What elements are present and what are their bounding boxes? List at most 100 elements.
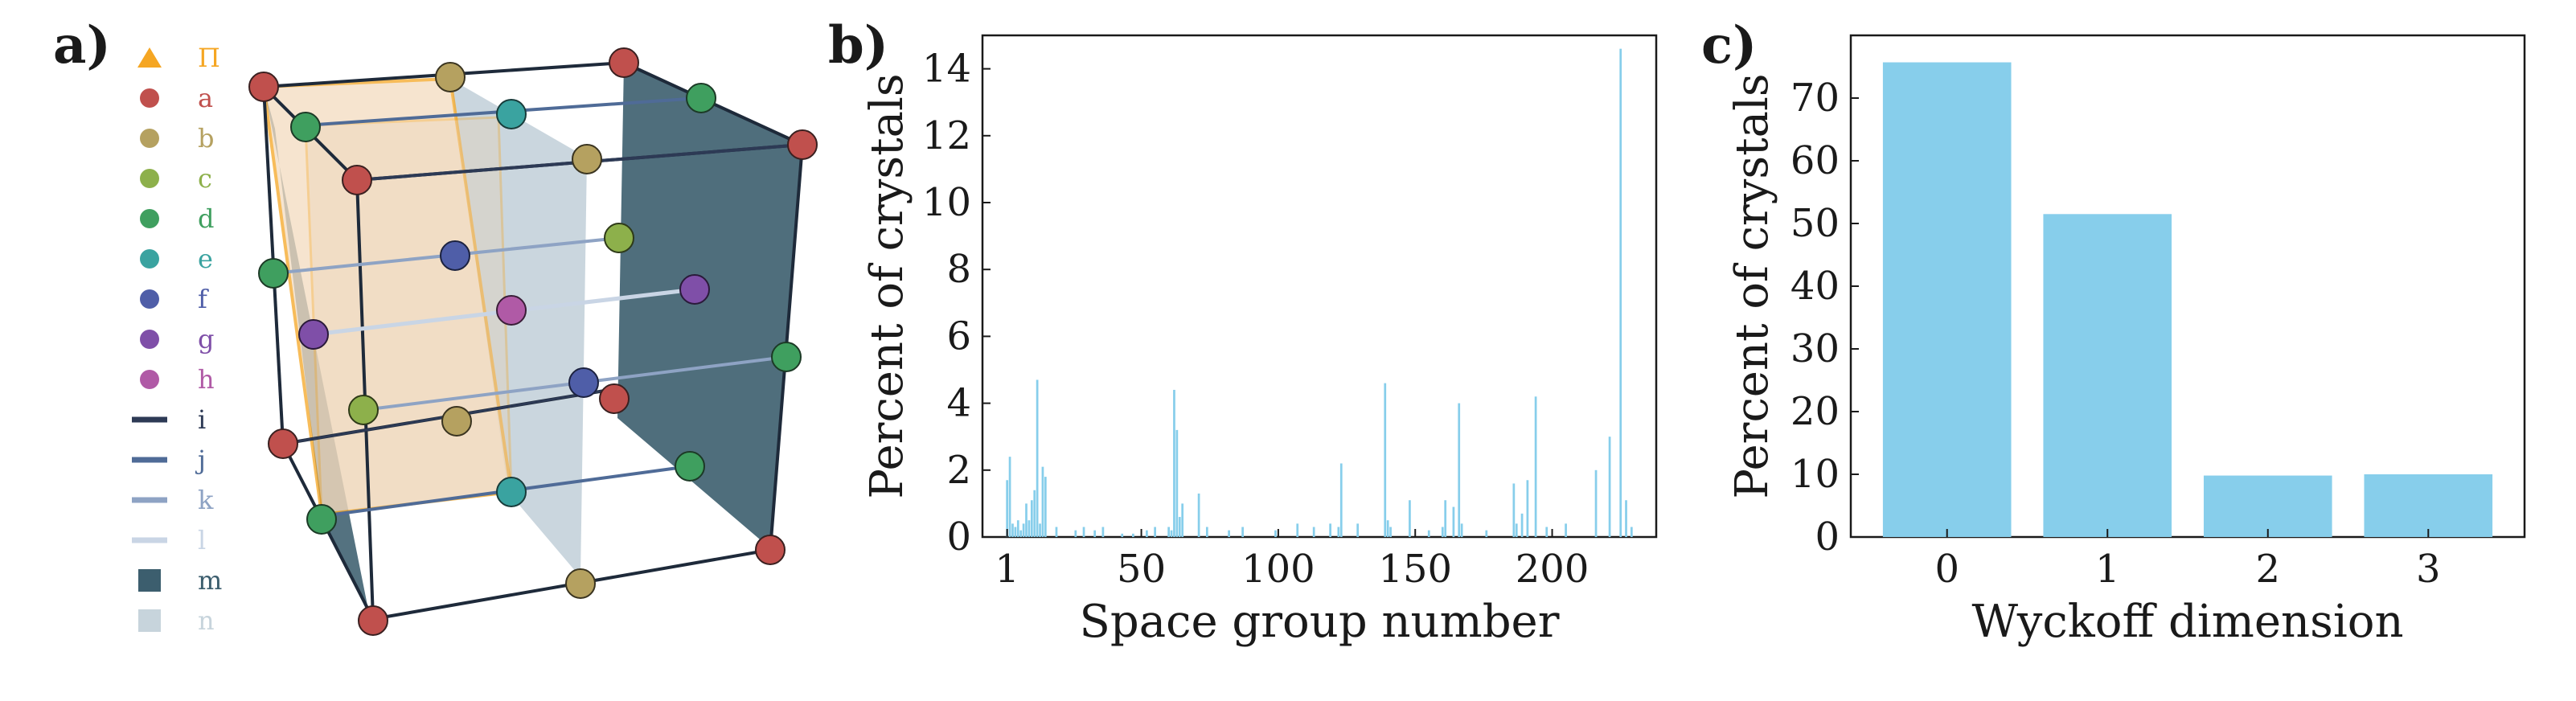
atom-a bbox=[268, 428, 298, 459]
y-tick-label: 8 bbox=[946, 247, 971, 292]
plane-n bbox=[450, 79, 587, 577]
atom-a bbox=[787, 129, 818, 160]
circle-icon bbox=[140, 88, 159, 108]
legend-item-1: a bbox=[140, 83, 213, 113]
bars bbox=[1006, 48, 1633, 537]
y-tick-label: 50 bbox=[1790, 201, 1840, 246]
circle-icon bbox=[140, 330, 159, 349]
bar-sg-47 bbox=[1131, 533, 1134, 537]
atom-g bbox=[298, 319, 329, 350]
y-tick-label: 60 bbox=[1790, 138, 1840, 183]
bar-sg-36 bbox=[1101, 527, 1105, 537]
panel-label-b: b) bbox=[828, 15, 888, 76]
bar-sg-52 bbox=[1146, 530, 1148, 537]
bar-sg-63 bbox=[1175, 429, 1179, 537]
legend-label: Π bbox=[198, 43, 220, 73]
x-tick-label: 100 bbox=[1241, 547, 1315, 592]
atom-g bbox=[679, 274, 710, 305]
bar-sg-229 bbox=[1630, 527, 1633, 537]
bar-sg-99 bbox=[1274, 530, 1277, 537]
bar-sg-148 bbox=[1409, 500, 1411, 537]
bar-sg-2 bbox=[1008, 457, 1011, 537]
bar-sg-205 bbox=[1565, 523, 1567, 537]
legend-item-6: f bbox=[140, 284, 209, 314]
atom-a bbox=[358, 605, 388, 636]
x-tick-label: 200 bbox=[1516, 547, 1589, 592]
atom-d bbox=[290, 112, 321, 142]
atom-a bbox=[755, 535, 786, 565]
bar-sg-14 bbox=[1041, 466, 1044, 537]
bar-sg-29 bbox=[1082, 527, 1085, 537]
bar-sg-71 bbox=[1197, 493, 1200, 537]
atom-e bbox=[496, 477, 527, 507]
legend-label: e bbox=[198, 244, 213, 274]
legend-label: c bbox=[198, 163, 212, 194]
square-icon bbox=[138, 609, 161, 632]
y-tick-label: 30 bbox=[1790, 326, 1840, 371]
circle-icon bbox=[140, 289, 159, 309]
bar-sg-119 bbox=[1329, 523, 1331, 537]
bar-sg-176 bbox=[1485, 530, 1488, 537]
bar-sg-19 bbox=[1055, 527, 1058, 537]
bar-sg-221 bbox=[1608, 437, 1611, 537]
legend-item-3: c bbox=[140, 163, 212, 194]
y-tick-label: 70 bbox=[1790, 76, 1840, 121]
bar-wyckoff-3 bbox=[2364, 474, 2493, 537]
bar-sg-64 bbox=[1178, 517, 1181, 537]
bar-sg-141 bbox=[1389, 527, 1392, 537]
bar-sg-216 bbox=[1594, 469, 1598, 537]
x-tick-label: 150 bbox=[1378, 547, 1452, 592]
legend-label: k bbox=[198, 485, 214, 515]
atom-a bbox=[248, 72, 279, 102]
legend-label: h bbox=[198, 364, 215, 395]
bar-sg-4 bbox=[1014, 527, 1017, 537]
legend-item-2: b bbox=[140, 123, 214, 154]
atom-a bbox=[609, 47, 639, 78]
bar-sg-55 bbox=[1154, 527, 1156, 537]
legend-label: d bbox=[198, 203, 214, 234]
legend-item-14: n bbox=[138, 605, 215, 636]
bar-sg-161 bbox=[1444, 500, 1447, 537]
x-tick-label: 1 bbox=[2095, 547, 2120, 592]
bar-sg-6 bbox=[1019, 530, 1023, 537]
bar-sg-107 bbox=[1296, 523, 1299, 537]
bar-sg-140 bbox=[1386, 520, 1389, 537]
bar-wyckoff-0 bbox=[1882, 62, 2012, 538]
atom-d bbox=[675, 451, 705, 482]
bar-sg-43 bbox=[1121, 533, 1124, 537]
bar-sg-227 bbox=[1625, 500, 1627, 537]
bar-sg-82 bbox=[1228, 530, 1230, 537]
atom-e bbox=[496, 99, 527, 129]
atom-d bbox=[771, 342, 802, 372]
bar-wyckoff-2 bbox=[2203, 475, 2332, 537]
bar-sg-60 bbox=[1167, 527, 1171, 537]
atom-f bbox=[568, 367, 599, 398]
bar-sg-166 bbox=[1458, 403, 1461, 537]
legend-item-10: j bbox=[132, 445, 206, 475]
bars bbox=[1882, 62, 2493, 538]
legend-item-12: l bbox=[132, 525, 206, 555]
y-axis-label: Percent of crystals bbox=[861, 73, 913, 498]
bar-sg-7 bbox=[1022, 523, 1025, 537]
bar-sg-189 bbox=[1520, 513, 1524, 537]
y-tick-label: 12 bbox=[922, 113, 971, 158]
legend-item-0: Π bbox=[137, 43, 220, 73]
atom-a bbox=[599, 383, 630, 414]
bar-sg-225 bbox=[1619, 48, 1622, 537]
bar-sg-164 bbox=[1452, 506, 1455, 537]
atom-c bbox=[348, 395, 379, 425]
legend-item-13: m bbox=[138, 565, 222, 596]
atom-a bbox=[342, 165, 372, 195]
bar-sg-186 bbox=[1512, 483, 1516, 537]
circle-icon bbox=[140, 169, 159, 188]
atoms bbox=[248, 47, 818, 636]
atom-d bbox=[686, 83, 716, 113]
bar-sg-129 bbox=[1356, 523, 1360, 537]
legend-label: g bbox=[198, 324, 214, 355]
bar-sg-5 bbox=[1016, 520, 1019, 537]
bar-sg-13 bbox=[1039, 523, 1041, 537]
x-tick-label: 2 bbox=[2255, 547, 2280, 592]
